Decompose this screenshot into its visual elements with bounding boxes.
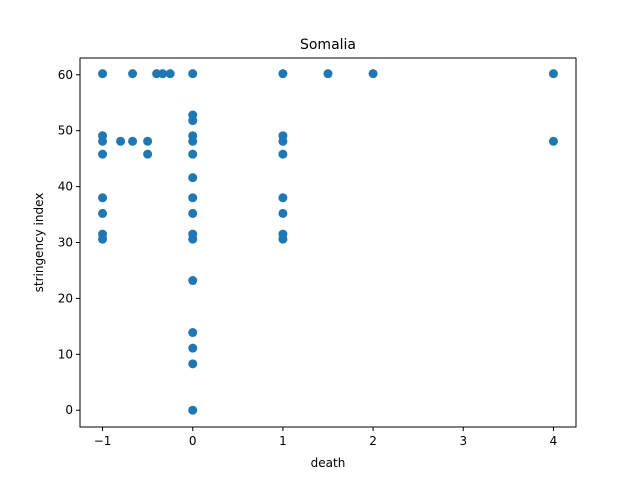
data-point (368, 69, 378, 79)
data-point (98, 149, 108, 159)
data-point (323, 69, 333, 79)
x-tick-label: 1 (279, 434, 287, 448)
x-axis-ticks: −1 0 1 2 3 4 (94, 427, 558, 448)
data-point (128, 69, 138, 79)
data-point (188, 328, 198, 338)
data-point (188, 149, 198, 159)
y-axis-ticks: 0 10 20 30 40 50 60 (58, 68, 80, 417)
data-point (188, 193, 198, 203)
data-point (278, 149, 288, 159)
data-point (98, 193, 108, 203)
data-point (548, 69, 558, 79)
data-point (188, 173, 198, 183)
y-tick-label: 40 (58, 180, 73, 194)
data-point (188, 359, 198, 369)
x-tick-label: 3 (459, 434, 467, 448)
data-point (188, 276, 198, 286)
data-point (116, 136, 126, 146)
chart-title: Somalia (300, 37, 356, 53)
data-point (278, 234, 288, 244)
x-tick-label: 2 (369, 434, 377, 448)
data-point (98, 208, 108, 218)
data-point (188, 136, 198, 146)
data-point (143, 136, 153, 146)
data-point (278, 69, 288, 79)
y-tick-label: 0 (65, 403, 73, 417)
data-point (165, 69, 175, 79)
x-tick-label: 4 (550, 434, 558, 448)
data-point (158, 69, 168, 79)
data-point (128, 136, 138, 146)
data-point (278, 193, 288, 203)
x-tick-label: 0 (189, 434, 197, 448)
y-axis-label: stringency index (32, 193, 46, 293)
data-point (188, 343, 198, 353)
data-point (188, 405, 198, 415)
data-point (98, 136, 108, 146)
data-point (548, 136, 558, 146)
data-point (188, 234, 198, 244)
x-tick-label: −1 (94, 434, 112, 448)
y-tick-label: 30 (58, 236, 73, 250)
data-point (188, 208, 198, 218)
data-point (143, 149, 153, 159)
x-axis-label: death (311, 456, 346, 470)
y-tick-label: 10 (58, 347, 73, 361)
plot-area-frame (79, 57, 577, 428)
data-point (98, 69, 108, 79)
y-tick-label: 60 (58, 68, 73, 82)
data-point (188, 116, 198, 126)
data-point (278, 136, 288, 146)
points-layer (98, 69, 558, 415)
data-point (98, 234, 108, 244)
y-tick-label: 20 (58, 291, 73, 305)
y-tick-label: 50 (58, 124, 73, 138)
data-point (278, 208, 288, 218)
data-point (188, 69, 198, 79)
